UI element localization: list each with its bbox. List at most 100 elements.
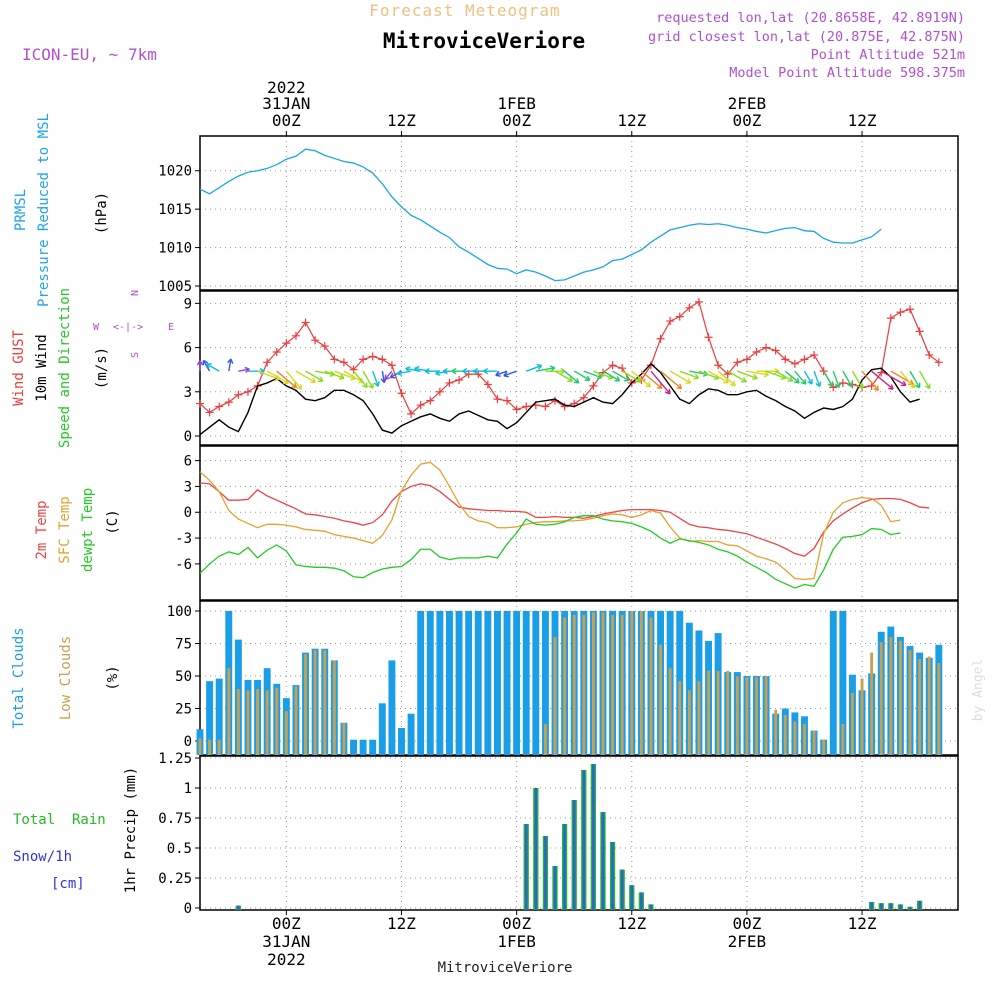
- rain-bar-core: [553, 866, 557, 910]
- low-clouds-bar: [870, 652, 874, 755]
- gust-marker: [522, 402, 531, 411]
- wind-arrowhead: [794, 377, 800, 384]
- wind-ytick-label: 0: [184, 429, 192, 445]
- total-clouds-bar: [436, 611, 444, 755]
- wind-direction-arrow: [372, 370, 379, 387]
- wind-direction-arrow: [238, 368, 250, 372]
- pressure-label-prmsl: PRMSL: [13, 189, 29, 231]
- low-clouds-bar: [323, 650, 327, 755]
- pressure-panel: 1005 1010 1015 1020: [158, 135, 959, 295]
- low-clouds-bar: [591, 612, 595, 755]
- gust-marker: [349, 365, 358, 374]
- low-clouds-bar: [812, 730, 816, 755]
- compass-west: W: [93, 322, 100, 333]
- wind-direction-arrow: [832, 370, 840, 388]
- gust-marker: [339, 358, 348, 367]
- total-clouds-bar: [484, 611, 492, 755]
- precip-rain-label: Total Rain: [13, 812, 106, 828]
- gust-marker: [915, 327, 924, 336]
- pressure-ytick-label: 1020: [158, 164, 192, 180]
- wind-direction-arrow: [495, 370, 508, 376]
- wind-arrowhead: [741, 377, 747, 383]
- gust-marker: [243, 387, 252, 396]
- requested-coords: requested lon,lat (20.8658E, 42.8919N): [656, 10, 965, 26]
- wind-direction-arrow: [708, 370, 729, 384]
- wind-ytick-label: 6: [184, 341, 192, 357]
- precip-ytick-label: 0.75: [158, 811, 192, 827]
- gust-marker: [771, 346, 780, 355]
- temperature-panel: -6 -3 0 3 6: [175, 445, 959, 601]
- low-clouds-bar: [659, 644, 662, 755]
- wind-direction-arrow: [631, 370, 651, 388]
- wind-arrowhead: [442, 367, 448, 375]
- compass-east: E: [168, 322, 174, 333]
- gust-marker: [445, 378, 454, 387]
- low-clouds-bar: [304, 653, 307, 755]
- wind-direction-arrow: [813, 370, 821, 387]
- wind-arrowhead: [834, 382, 841, 388]
- gust-marker: [675, 312, 684, 321]
- wind-arrowhead: [405, 366, 411, 373]
- gust-marker: [656, 334, 665, 343]
- wind-arrowhead: [847, 381, 853, 388]
- wind-arrowhead: [676, 383, 683, 390]
- wind-arrowhead: [573, 378, 580, 384]
- total-clouds-bar: [503, 611, 511, 755]
- gust-marker: [733, 358, 742, 367]
- low-clouds-bar: [313, 650, 317, 755]
- wind-direction-arrow: [202, 360, 211, 372]
- gust-line: [199, 300, 940, 415]
- wind-arrowhead: [310, 377, 316, 384]
- wind-direction-arrow: [564, 370, 580, 384]
- total-clouds-bar: [829, 611, 837, 755]
- wind-direction-arrow: [803, 370, 813, 385]
- clouds-ytick-label: 0: [184, 734, 192, 750]
- gust-marker: [368, 352, 377, 361]
- low-clouds-bar: [630, 611, 634, 755]
- wind-arrowhead: [888, 384, 894, 390]
- low-clouds-bar: [649, 617, 653, 755]
- gust-marker: [579, 393, 588, 402]
- low-clouds-bar: [611, 614, 615, 755]
- wind-arrowhead: [296, 384, 303, 390]
- wind-direction-arrow: [228, 358, 232, 372]
- gust-marker: [493, 395, 502, 404]
- gust-marker: [311, 336, 320, 345]
- compass-south: S: [130, 352, 141, 358]
- temp-dew-label: dewpt Temp: [80, 488, 96, 572]
- low-clouds-bar: [841, 724, 845, 755]
- temp-unit: (C): [105, 509, 121, 534]
- low-clouds-bar: [198, 738, 202, 755]
- gust-marker: [435, 387, 444, 396]
- dewpt-line: [199, 515, 901, 589]
- location-title: MitroviceVeriore: [383, 29, 585, 53]
- rain-bar-core: [534, 788, 538, 910]
- bottom-axis-label: 1FEB: [497, 932, 536, 951]
- rain-bar-core: [640, 892, 643, 910]
- wind-arrowhead: [291, 382, 298, 389]
- temp-ytick-label: 3: [184, 479, 192, 495]
- gust-marker: [387, 361, 396, 370]
- total-clouds-bar: [398, 728, 405, 755]
- wind-direction-arrow: [362, 370, 374, 389]
- wind-10m-label: 10m Wind: [34, 334, 50, 401]
- bottom-axis-label: 00Z: [732, 914, 761, 933]
- gust-marker: [330, 355, 339, 364]
- gust-marker: [742, 355, 751, 364]
- total-clouds-bar: [369, 739, 377, 755]
- low-clouds-bar: [332, 660, 336, 755]
- point-altitude: Point Altitude 521m: [811, 47, 965, 63]
- wind-direction-arrow: [525, 364, 542, 372]
- bottom-axis-label: 12Z: [617, 914, 646, 933]
- rain-bar-core: [889, 903, 893, 910]
- low-clouds-bar: [275, 687, 279, 755]
- total-clouds-bar: [446, 611, 453, 755]
- top-axis-label: 31JAN: [262, 94, 310, 113]
- wind-arrowhead: [787, 376, 794, 382]
- pressure-frame: [199, 135, 959, 291]
- rain-bar-core: [592, 764, 595, 910]
- precip-ytick-label: 0.5: [167, 841, 192, 857]
- total-clouds-bar: [513, 611, 521, 755]
- low-clouds-bar: [716, 670, 720, 755]
